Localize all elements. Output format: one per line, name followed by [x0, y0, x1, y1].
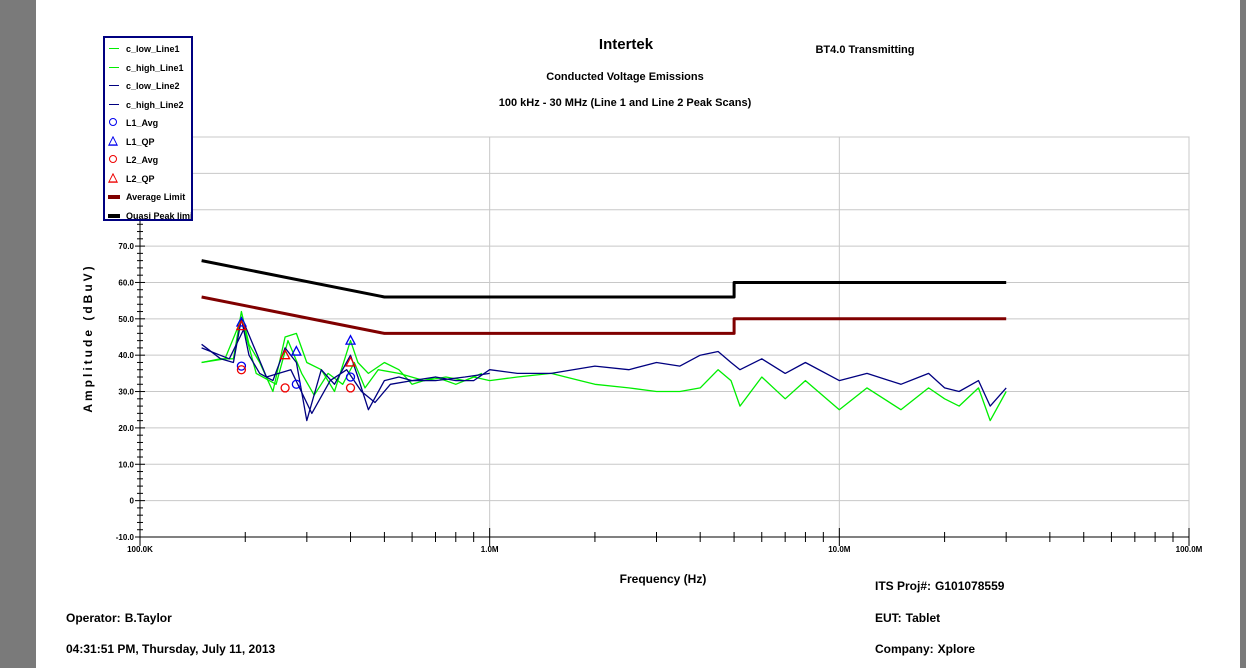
- point-l1-qp: [235, 316, 247, 327]
- x-axis-label: Frequency (Hz): [620, 572, 707, 586]
- legend-symbol: [107, 62, 123, 74]
- point-l2-qp: [344, 356, 357, 367]
- legend-label: Average Limit: [126, 192, 186, 203]
- x-tick-label: 100.0M: [1176, 545, 1203, 554]
- point-l1-qp: [290, 345, 302, 356]
- y-tick-label: 10.0: [118, 460, 134, 469]
- point-l2-avg: [345, 383, 356, 393]
- x-tick-label: 1.0M: [481, 545, 499, 554]
- series-c-low-line2: [201, 318, 1007, 422]
- legend-item-l1-avg: L1_Avg: [107, 114, 189, 133]
- timestamp: 04:31:51 PM, Thursday, July 11, 2013: [66, 642, 276, 656]
- eut-label: EUT:: [875, 611, 902, 625]
- x-tick-label: 10.0M: [828, 545, 851, 554]
- y-tick-label: 50.0: [118, 315, 134, 324]
- chart-subtitle-range: 100 kHz - 30 MHz (Line 1 and Line 2 Peak…: [499, 97, 752, 109]
- series-c-high-line2: [201, 325, 490, 415]
- legend-label: L2_Avg: [126, 155, 159, 166]
- y-tick-label: -10.0: [116, 533, 135, 542]
- plot-area: [139, 136, 1190, 538]
- legend-symbol: [107, 210, 123, 219]
- chart-subtitle: Conducted Voltage Emissions: [546, 71, 704, 83]
- legend-symbol: [107, 136, 123, 148]
- legend-symbol: [107, 99, 123, 111]
- legend-symbol: [107, 80, 123, 92]
- tick-labels: 100.0K 1.0M 10.0M 100.0M -10.0 0 10.0 20.0 30.0 4…: [116, 242, 1203, 554]
- legend-item-l2-qp: L2_QP: [107, 170, 189, 189]
- series-quasi-peak-limit: [201, 259, 1007, 299]
- y-tick-label: 70.0: [118, 242, 134, 251]
- point-l1-avg: [291, 379, 302, 389]
- chart-title: Intertek: [599, 36, 654, 53]
- legend-label: c_high_Line1: [126, 62, 184, 73]
- point-l1-avg: [236, 361, 247, 371]
- x-tick-label: 100.0K: [127, 545, 153, 554]
- operator-value: B.Taylor: [124, 611, 172, 625]
- point-l2-qp: [279, 348, 291, 360]
- legend-item-l1-qp: L1_QP: [107, 133, 189, 152]
- legend-item-l2-avg: L2_Avg: [107, 151, 189, 170]
- project-number: ITS Proj#: G101078559: [875, 579, 1004, 593]
- legend-item-average-limit: Average Limit: [107, 188, 189, 207]
- legend-item-c-high-line2: c_high_Line2: [107, 96, 189, 115]
- legend-label: L2_QP: [126, 173, 155, 184]
- project-number-value: G101078559: [935, 579, 1005, 593]
- legend: c_low_Line1 c_high_Line1 c_low_Line2 c_high…: [103, 36, 193, 221]
- series-average-limit: [201, 295, 1007, 335]
- grid: [139, 136, 1190, 538]
- point-l1-avg: [345, 372, 356, 382]
- operator: Operator: B.Taylor: [66, 611, 172, 625]
- operator-label: Operator:: [66, 611, 121, 625]
- report-sheet: 100.0K 1.0M 10.0M 100.0M -10.0 0 10.0 20.0 30.0 4…: [36, 0, 1240, 668]
- legend-label: L1_Avg: [126, 118, 159, 129]
- point-l2-avg: [236, 365, 247, 375]
- legend-item-c-low-line2: c_low_Line2: [107, 77, 189, 96]
- legend-symbol: [107, 154, 123, 166]
- legend-item-quasi-peak-limit: Quasi Peak limit: [107, 207, 191, 219]
- y-tick-label: 0: [130, 497, 135, 506]
- series-layer: [201, 259, 1007, 422]
- series-c-low-line1: [201, 310, 1007, 422]
- legend-symbol: [107, 117, 123, 129]
- y-tick-label: 60.0: [118, 278, 134, 287]
- eut-value: Tablet: [905, 611, 941, 625]
- y-axis-label: Amplitude (dBuV): [81, 263, 95, 412]
- legend-item-c-high-line1: c_high_Line1: [107, 59, 189, 78]
- company: Company: Xplore: [875, 642, 975, 656]
- legend-label: Quasi Peak limit: [126, 210, 193, 221]
- y-tick-label: 40.0: [118, 351, 134, 360]
- legend-symbol: [107, 191, 123, 203]
- emissions-chart: 100.0K 1.0M 10.0M 100.0M -10.0 0 10.0 20.0 30.0 4…: [81, 36, 1203, 586]
- legend-label: c_low_Line1: [126, 44, 180, 55]
- eut: EUT: Tablet: [875, 611, 940, 625]
- point-l1-qp: [344, 334, 357, 345]
- legend-label: c_high_Line2: [126, 99, 184, 110]
- y-tick-label: 30.0: [118, 388, 134, 397]
- point-l2-avg: [280, 383, 290, 393]
- legend-symbol: [107, 43, 123, 55]
- y-tick-label: 20.0: [118, 424, 134, 433]
- legend-symbol: [107, 173, 123, 185]
- chart-condition-label: BT4.0 Transmitting: [815, 44, 914, 56]
- legend-item-c-low-line1: c_low_Line1: [107, 40, 189, 59]
- point-l2-qp: [235, 319, 247, 331]
- project-number-label: ITS Proj#:: [875, 579, 932, 593]
- legend-label: c_low_Line2: [126, 81, 180, 92]
- company-value: Xplore: [937, 642, 976, 656]
- company-label: Company:: [875, 642, 934, 656]
- legend-label: L1_QP: [126, 136, 155, 147]
